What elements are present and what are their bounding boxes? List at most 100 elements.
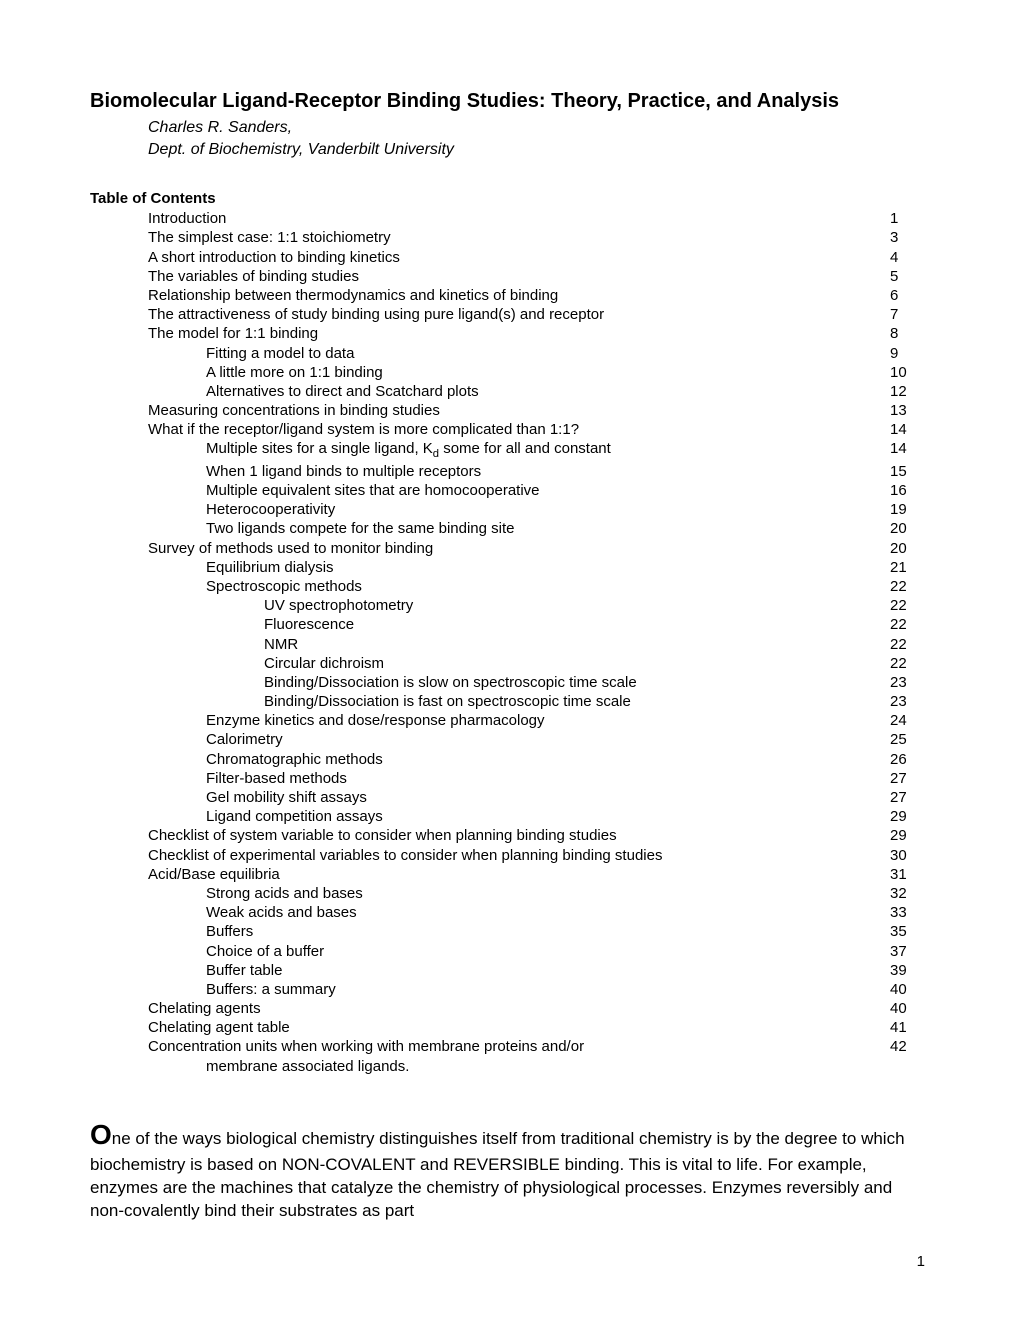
toc-label: Alternatives to direct and Scatchard plo… xyxy=(90,382,880,401)
dropcap: O xyxy=(90,1119,112,1150)
toc-label: NMR xyxy=(90,635,880,654)
toc-label: Filter-based methods xyxy=(90,769,880,788)
toc-page-number: 22 xyxy=(880,615,930,634)
toc-row: Fluorescence22 xyxy=(90,615,930,634)
toc-page-number: 23 xyxy=(880,673,930,692)
toc-page-number: 19 xyxy=(880,500,930,519)
toc-label: Relationship between thermodynamics and … xyxy=(90,286,880,305)
toc-page-number: 1 xyxy=(880,209,930,228)
toc-page-number: 24 xyxy=(880,711,930,730)
toc-label: Enzyme kinetics and dose/response pharma… xyxy=(90,711,880,730)
toc-page-number: 14 xyxy=(880,439,930,461)
toc-page-number: 40 xyxy=(880,999,930,1018)
toc-label: Heterocooperativity xyxy=(90,500,880,519)
toc-page-number: 39 xyxy=(880,961,930,980)
toc-label: Binding/Dissociation is slow on spectros… xyxy=(90,673,880,692)
page-container: Biomolecular Ligand-Receptor Binding Stu… xyxy=(0,0,1020,1320)
toc-row: Weak acids and bases33 xyxy=(90,903,930,922)
toc-row: Binding/Dissociation is fast on spectros… xyxy=(90,692,930,711)
toc-row: Chelating agents40 xyxy=(90,999,930,1018)
toc-label: Choice of a buffer xyxy=(90,942,880,961)
toc-page-number: 27 xyxy=(880,769,930,788)
toc-row: The attractiveness of study binding usin… xyxy=(90,305,930,324)
toc-row: Relationship between thermodynamics and … xyxy=(90,286,930,305)
toc-row: Strong acids and bases32 xyxy=(90,884,930,903)
toc-row: NMR22 xyxy=(90,635,930,654)
toc-row: Multiple sites for a single ligand, Kd s… xyxy=(90,439,930,461)
toc-row: Heterocooperativity19 xyxy=(90,500,930,519)
toc-page-number: 27 xyxy=(880,788,930,807)
toc-page-number: 22 xyxy=(880,635,930,654)
toc-page-number: 22 xyxy=(880,577,930,596)
toc-page-number: 16 xyxy=(880,481,930,500)
toc-row: Survey of methods used to monitor bindin… xyxy=(90,539,930,558)
toc-page-number: 26 xyxy=(880,750,930,769)
toc-heading: Table of Contents xyxy=(90,190,930,207)
toc-row: UV spectrophotometry22 xyxy=(90,596,930,615)
toc-page-number: 13 xyxy=(880,401,930,420)
toc-row: Enzyme kinetics and dose/response pharma… xyxy=(90,711,930,730)
toc-row: Calorimetry25 xyxy=(90,730,930,749)
toc-row: A short introduction to binding kinetics… xyxy=(90,248,930,267)
toc-label: membrane associated ligands. xyxy=(90,1057,880,1076)
toc-row: Choice of a buffer37 xyxy=(90,942,930,961)
toc-row: The model for 1:1 binding8 xyxy=(90,324,930,343)
body-rest: ne of the ways biological chemistry dist… xyxy=(90,1129,905,1220)
toc-row: The simplest case: 1:1 stoichiometry3 xyxy=(90,228,930,247)
toc-label: Checklist of system variable to consider… xyxy=(90,826,880,845)
toc-row: Gel mobility shift assays27 xyxy=(90,788,930,807)
toc-page-number: 15 xyxy=(880,462,930,481)
body-paragraph: One of the ways biological chemistry dis… xyxy=(90,1116,930,1223)
toc-page-number: 41 xyxy=(880,1018,930,1037)
toc-label: Acid/Base equilibria xyxy=(90,865,880,884)
toc-label: Chelating agent table xyxy=(90,1018,880,1037)
toc-label: Calorimetry xyxy=(90,730,880,749)
toc-page-number: 32 xyxy=(880,884,930,903)
toc-label: Survey of methods used to monitor bindin… xyxy=(90,539,880,558)
toc-page-number: 7 xyxy=(880,305,930,324)
toc-row: Concentration units when working with me… xyxy=(90,1037,930,1056)
toc-row: Two ligands compete for the same binding… xyxy=(90,519,930,538)
toc-page-number: 8 xyxy=(880,324,930,343)
toc-label: Buffers: a summary xyxy=(90,980,880,999)
toc-label: A little more on 1:1 binding xyxy=(90,363,880,382)
toc-label: Buffers xyxy=(90,922,880,941)
toc-row: Binding/Dissociation is slow on spectros… xyxy=(90,673,930,692)
toc-row: Introduction1 xyxy=(90,209,930,228)
toc-row: Equilibrium dialysis21 xyxy=(90,558,930,577)
toc-label: Chromatographic methods xyxy=(90,750,880,769)
toc-label: Circular dichroism xyxy=(90,654,880,673)
toc-label: Fluorescence xyxy=(90,615,880,634)
toc-row: Acid/Base equilibria31 xyxy=(90,865,930,884)
toc-label: Gel mobility shift assays xyxy=(90,788,880,807)
toc-page-number: 9 xyxy=(880,344,930,363)
toc-page-number: 31 xyxy=(880,865,930,884)
toc-row: Buffers35 xyxy=(90,922,930,941)
toc-row: Circular dichroism22 xyxy=(90,654,930,673)
toc-row: When 1 ligand binds to multiple receptor… xyxy=(90,462,930,481)
toc-label: Multiple equivalent sites that are homoc… xyxy=(90,481,880,500)
toc-label: The attractiveness of study binding usin… xyxy=(90,305,880,324)
toc-label: Spectroscopic methods xyxy=(90,577,880,596)
toc-label: The simplest case: 1:1 stoichiometry xyxy=(90,228,880,247)
author-block: Charles R. Sanders, Dept. of Biochemistr… xyxy=(148,117,930,160)
toc-row: Buffer table39 xyxy=(90,961,930,980)
toc-label: Multiple sites for a single ligand, Kd s… xyxy=(90,439,880,461)
toc-label: Equilibrium dialysis xyxy=(90,558,880,577)
toc-label: What if the receptor/ligand system is mo… xyxy=(90,420,880,439)
toc-label: Strong acids and bases xyxy=(90,884,880,903)
toc-page-number xyxy=(880,1057,930,1076)
toc-row: Buffers: a summary40 xyxy=(90,980,930,999)
toc-page-number: 23 xyxy=(880,692,930,711)
toc-page-number: 30 xyxy=(880,846,930,865)
toc-label: The variables of binding studies xyxy=(90,267,880,286)
toc-page-number: 42 xyxy=(880,1037,930,1056)
toc-page-number: 33 xyxy=(880,903,930,922)
toc-page-number: 35 xyxy=(880,922,930,941)
toc-page-number: 37 xyxy=(880,942,930,961)
toc-page-number: 6 xyxy=(880,286,930,305)
toc-page-number: 40 xyxy=(880,980,930,999)
toc-page-number: 21 xyxy=(880,558,930,577)
page-number: 1 xyxy=(917,1253,925,1270)
toc-label: Measuring concentrations in binding stud… xyxy=(90,401,880,420)
